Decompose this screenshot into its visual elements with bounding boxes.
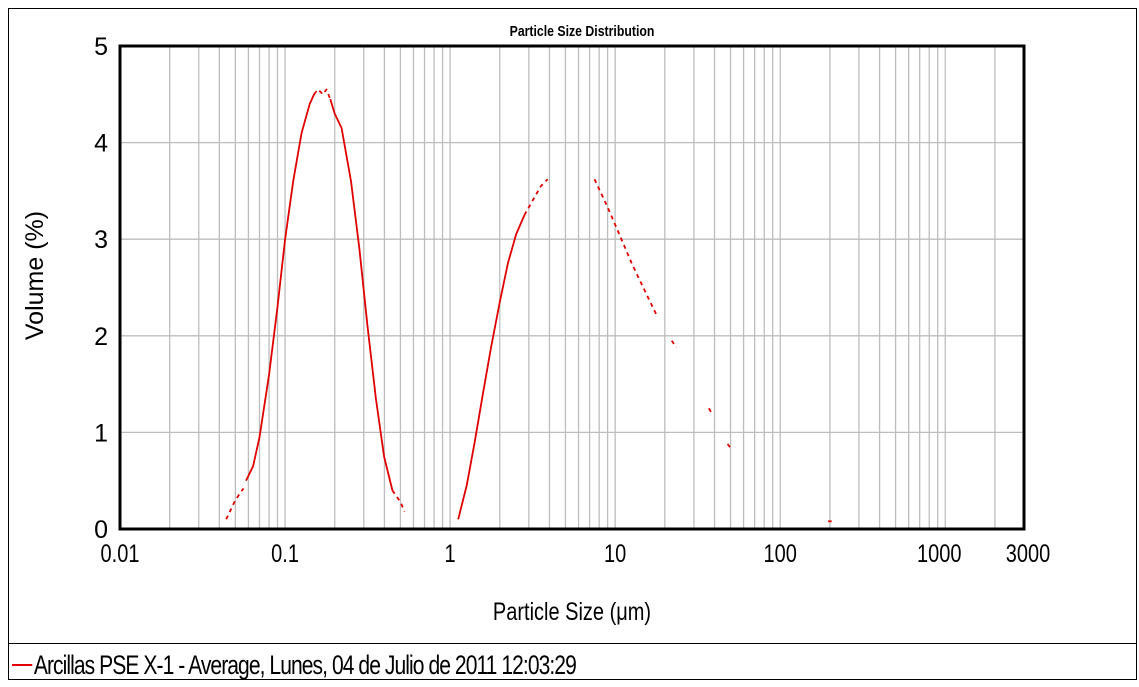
series-segment (457, 214, 526, 520)
y-tick-label: 5 (94, 33, 108, 61)
x-tick-label: 0.01 (101, 540, 140, 568)
x-tick-label: 3000 (1006, 540, 1050, 568)
series-segment (726, 443, 733, 451)
y-tick-label: 4 (94, 130, 108, 158)
y-tick-labels: 0 1 2 3 4 5 (94, 33, 108, 544)
y-tick-label: 0 (94, 516, 108, 544)
y-tick-label: 1 (94, 419, 108, 447)
x-axis-label: Particle Size (μm) (493, 598, 651, 626)
series-segment (329, 98, 394, 491)
plot-area-border (118, 44, 1026, 531)
y-axis-label: Volume (%) (21, 211, 49, 340)
x-tick-label: 1000 (917, 540, 961, 568)
legend-label: Arcillas PSE X-1 - Average, Lunes, 04 de… (33, 649, 577, 680)
x-tick-labels: 0.01 0.1 1 10 100 1000 3000 (101, 540, 1051, 568)
series-segment (391, 489, 406, 512)
series-segment (593, 178, 659, 317)
legend-separator (8, 643, 1137, 644)
series-segment (670, 340, 678, 348)
series-segment (245, 93, 315, 482)
x-tick-label: 1 (445, 540, 456, 568)
x-tick-label: 10 (604, 540, 626, 568)
y-tick-label: 2 (94, 323, 108, 351)
x-tick-label: 0.1 (271, 540, 299, 568)
grid-minor (169, 46, 1025, 529)
legend: Arcillas PSE X-1 - Average, Lunes, 04 de… (12, 648, 577, 682)
chart-title: Particle Size Distribution (510, 23, 655, 39)
chart-frame (8, 8, 1137, 680)
legend-swatch (12, 664, 33, 666)
series-segment (523, 178, 549, 216)
series-lines (225, 88, 832, 523)
y-tick-label: 3 (94, 226, 108, 254)
series-segment (708, 407, 714, 416)
series-segment (313, 88, 332, 100)
x-tick-label: 100 (764, 540, 797, 568)
